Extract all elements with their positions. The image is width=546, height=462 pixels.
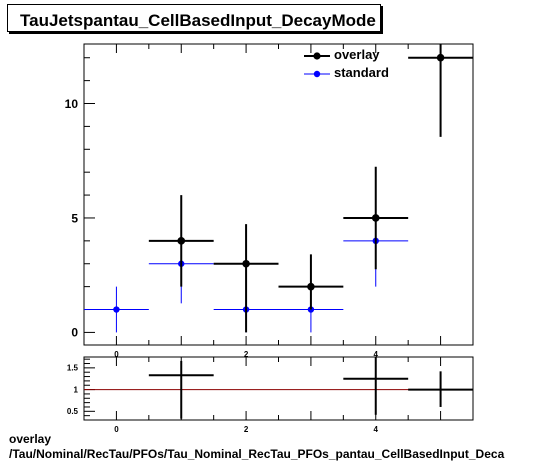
x-tick-label: 0 xyxy=(114,425,119,434)
legend-label-overlay: overlay xyxy=(334,47,380,62)
x-tick-label: 4 xyxy=(374,425,379,434)
legend: overlay standard xyxy=(300,44,420,86)
footer-line-1: overlay xyxy=(9,432,52,446)
x-tick-label: 2 xyxy=(244,350,249,359)
overlay-point xyxy=(177,237,186,245)
y-tick-label: 0 xyxy=(71,326,78,340)
overlay-point xyxy=(307,282,315,291)
ratio-plot-marks xyxy=(84,357,473,419)
main-plot-marks xyxy=(84,44,473,333)
y-tick-label: 1 xyxy=(74,385,79,394)
footer-caption: overlay /Tau/Nominal/RecTau/PFOs/Tau_Nom… xyxy=(9,432,504,462)
legend-label-standard: standard xyxy=(334,65,389,80)
main-axis-ticks: 0 2 4 0 5 10 xyxy=(65,44,474,359)
legend-marker-standard xyxy=(304,70,330,78)
legend-item-overlay: overlay xyxy=(300,47,420,64)
overlay-point xyxy=(242,259,250,268)
x-tick-label: 4 xyxy=(374,350,379,359)
legend-item-standard: standard xyxy=(300,65,420,82)
y-tick-label: 1.5 xyxy=(67,364,79,373)
y-tick-label: 5 xyxy=(71,211,78,225)
ratio-axis-ticks: 0 2 4 0.5 1 1.5 xyxy=(67,357,474,434)
overlay-point xyxy=(436,53,445,62)
ratio-plot-frame xyxy=(83,356,474,421)
y-tick-label: 0.5 xyxy=(67,407,79,416)
chart-title: TauJetspantau_CellBasedInput_DecayMode xyxy=(20,11,376,30)
legend-marker-overlay xyxy=(304,52,330,60)
standard-point xyxy=(113,306,120,313)
main-plot-frame xyxy=(83,43,474,346)
footer-line-2: /Tau/Nominal/RecTau/PFOs/Tau_Nominal_Rec… xyxy=(9,447,505,461)
overlay-point xyxy=(371,214,380,222)
chart-title-box: TauJetspantau_CellBasedInput_DecayMode xyxy=(7,4,381,32)
y-tick-label: 10 xyxy=(65,97,79,111)
x-tick-label: 2 xyxy=(244,425,249,434)
x-tick-label: 0 xyxy=(114,350,119,359)
